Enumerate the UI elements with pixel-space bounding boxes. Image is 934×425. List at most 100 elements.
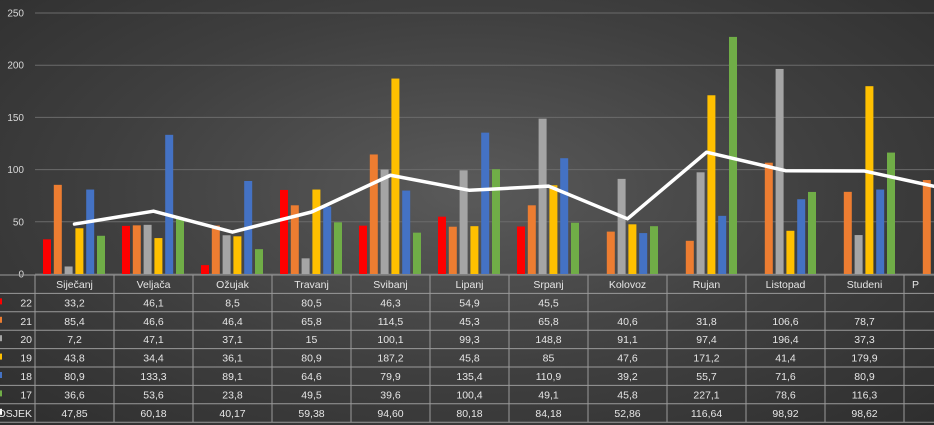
data-label: 97,4 xyxy=(696,334,717,346)
data-label: 41,4 xyxy=(775,353,796,365)
bar xyxy=(459,170,468,274)
category-label: Listopad xyxy=(766,279,806,291)
data-label: 49,1 xyxy=(538,389,559,401)
legend-swatch xyxy=(0,298,2,305)
data-label: 52,86 xyxy=(614,408,640,420)
data-label: 36,1 xyxy=(222,353,243,365)
data-label: 89,1 xyxy=(222,371,243,383)
data-label: 78,7 xyxy=(854,316,875,328)
data-label: 47,85 xyxy=(61,408,87,420)
data-label: 71,6 xyxy=(775,371,796,383)
bar xyxy=(280,189,288,274)
bar xyxy=(538,118,547,274)
bar xyxy=(154,238,163,274)
data-label: 65,8 xyxy=(538,316,559,328)
bar xyxy=(369,154,378,274)
data-label: 79,9 xyxy=(380,371,401,383)
data-label: 80,18 xyxy=(456,408,482,420)
bar xyxy=(201,265,209,274)
bar xyxy=(448,226,457,274)
bar xyxy=(571,222,579,274)
data-label: 116,3 xyxy=(852,389,878,401)
data-label: 133,3 xyxy=(140,371,166,383)
data-label: 15 xyxy=(306,334,318,346)
data-label: 114,5 xyxy=(378,316,404,328)
legend-swatch xyxy=(0,408,2,415)
bar xyxy=(639,233,648,274)
bar xyxy=(323,206,332,274)
data-label: 80,9 xyxy=(854,371,875,383)
bar xyxy=(413,232,421,274)
data-label: 148,8 xyxy=(535,334,561,346)
bar xyxy=(843,191,852,274)
data-label: 46,3 xyxy=(380,297,401,309)
bar xyxy=(312,189,321,274)
legend-swatch xyxy=(0,335,2,342)
bar xyxy=(685,240,694,274)
data-label: 39,6 xyxy=(380,389,401,401)
data-label: 85 xyxy=(543,353,555,365)
bar xyxy=(359,225,367,274)
bar xyxy=(718,215,727,274)
bar xyxy=(176,218,184,274)
bar xyxy=(797,199,806,274)
y-tick-label: 100 xyxy=(7,165,24,176)
bar xyxy=(628,224,637,274)
data-label: 54,9 xyxy=(459,297,480,309)
data-label: 45,5 xyxy=(538,297,559,309)
data-label: 37,3 xyxy=(854,334,875,346)
y-tick-label: 250 xyxy=(7,9,24,20)
data-label: 33,2 xyxy=(64,297,85,309)
row-label: 22 xyxy=(20,297,32,309)
bar xyxy=(438,216,446,274)
category-label: P xyxy=(912,279,919,291)
legend-swatch xyxy=(0,316,2,323)
bar xyxy=(143,224,152,274)
bar xyxy=(75,228,84,274)
bar xyxy=(527,205,536,274)
bar xyxy=(222,235,231,274)
bar xyxy=(617,178,626,274)
data-label: 98,62 xyxy=(851,408,877,420)
data-label: 23,8 xyxy=(222,389,243,401)
bar xyxy=(606,231,615,274)
bar xyxy=(97,235,105,274)
bar xyxy=(165,134,174,274)
data-label: 46,4 xyxy=(222,316,243,328)
bar xyxy=(86,189,95,274)
bar xyxy=(211,225,220,274)
data-label: 171,2 xyxy=(693,353,719,365)
bar xyxy=(696,172,705,274)
bar xyxy=(492,169,500,274)
legend-swatch xyxy=(0,353,2,360)
bar xyxy=(132,225,141,274)
row-label: 20 xyxy=(20,334,32,346)
data-label: 100,1 xyxy=(377,334,403,346)
bar xyxy=(854,235,863,274)
legend-swatch xyxy=(0,372,2,378)
data-label: 55,7 xyxy=(696,371,717,383)
data-label: 85,4 xyxy=(64,316,85,328)
category-label: Veljača xyxy=(137,279,171,291)
data-label: 78,6 xyxy=(775,389,796,401)
row-label: 17 xyxy=(20,389,32,401)
bar xyxy=(729,36,737,275)
bar xyxy=(122,225,130,274)
bar xyxy=(876,189,885,274)
data-label: 40,17 xyxy=(219,408,245,420)
data-label: 7,2 xyxy=(67,334,82,346)
data-label: 98,92 xyxy=(772,408,798,420)
bar xyxy=(707,95,716,274)
data-label: 100,4 xyxy=(456,389,482,401)
bar xyxy=(481,132,490,274)
category-label: Svibanj xyxy=(373,279,407,291)
y-tick-label: 50 xyxy=(13,217,25,228)
data-label: 45,8 xyxy=(617,389,638,401)
bar xyxy=(650,226,658,274)
data-label: 37,1 xyxy=(222,334,243,346)
category-label: Kolovoz xyxy=(609,279,646,291)
category-label: Srpanj xyxy=(533,279,563,291)
bar xyxy=(887,152,895,274)
data-label: 80,9 xyxy=(301,353,322,365)
